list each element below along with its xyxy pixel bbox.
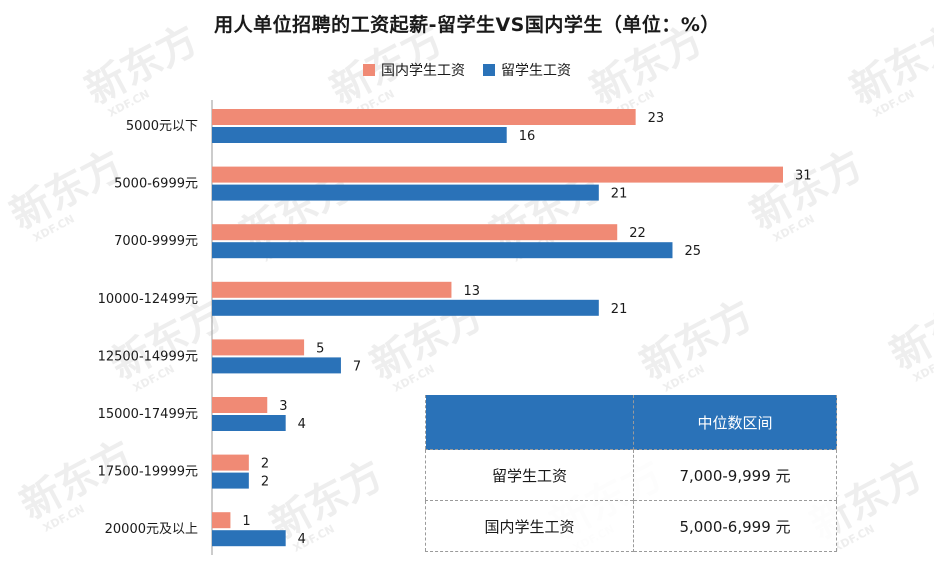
bars-group: 5000元以下23165000-6999元31217000-9999元22251… xyxy=(98,109,812,547)
legend-item-overseas: 留学生工资 xyxy=(483,60,571,80)
legend-item-domestic: 国内学生工资 xyxy=(363,60,465,80)
median-table: 中位数区间 留学生工资 7,000-9,999 元 国内学生工资 5,000-6… xyxy=(425,395,837,552)
data-label: 16 xyxy=(519,129,536,144)
table-header-median: 中位数区间 xyxy=(633,395,837,450)
y-tick-label: 5000元以下 xyxy=(126,119,198,134)
data-label: 31 xyxy=(795,169,812,184)
table-cell-value: 7,000-9,999 元 xyxy=(633,449,837,501)
table-header-row: 中位数区间 xyxy=(425,395,837,450)
y-tick-label: 10000-12499元 xyxy=(98,292,198,307)
bar-domestic xyxy=(212,109,636,125)
bar-overseas xyxy=(212,530,286,547)
data-label: 5 xyxy=(316,341,324,356)
y-tick-label: 15000-17499元 xyxy=(98,407,198,422)
y-tick-label: 17500-19999元 xyxy=(98,465,198,480)
bar-domestic xyxy=(212,166,783,183)
bar-overseas xyxy=(212,127,507,143)
y-tick-label: 7000-9999元 xyxy=(114,234,198,249)
bar-domestic xyxy=(212,454,249,471)
bar-overseas xyxy=(212,184,599,201)
data-label: 21 xyxy=(611,302,628,317)
table-cell-label: 留学生工资 xyxy=(425,449,634,501)
legend-label-domestic: 国内学生工资 xyxy=(381,63,465,79)
y-tick-label: 5000-6999元 xyxy=(114,177,198,192)
bar-domestic xyxy=(212,339,305,356)
data-label: 22 xyxy=(629,226,646,241)
data-label: 23 xyxy=(648,111,665,126)
bar-domestic xyxy=(212,281,452,298)
bar-overseas xyxy=(212,299,599,316)
table-cell-label: 国内学生工资 xyxy=(425,500,634,552)
data-label: 2 xyxy=(261,457,269,472)
y-tick-label: 12500-14999元 xyxy=(98,349,198,364)
table-row: 留学生工资 7,000-9,999 元 xyxy=(425,449,837,501)
data-label: 7 xyxy=(353,359,361,374)
data-label: 4 xyxy=(298,417,306,432)
y-tick-label: 20000元及以上 xyxy=(105,522,198,537)
bar-domestic xyxy=(212,397,268,413)
data-label: 3 xyxy=(279,399,287,414)
legend-swatch-domestic xyxy=(363,64,375,76)
legend-swatch-overseas xyxy=(483,64,495,76)
data-label: 1 xyxy=(242,514,250,529)
bar-domestic xyxy=(212,512,231,529)
bar-overseas xyxy=(212,472,249,489)
data-label: 2 xyxy=(261,475,269,490)
data-label: 21 xyxy=(611,187,628,202)
legend-label-overseas: 留学生工资 xyxy=(501,63,571,79)
table-cell-value: 5,000-6,999 元 xyxy=(633,500,837,552)
bar-overseas xyxy=(212,357,341,374)
data-label: 13 xyxy=(463,284,480,299)
legend: 国内学生工资 留学生工资 xyxy=(0,60,934,80)
bar-domestic xyxy=(212,224,618,241)
data-label: 4 xyxy=(298,532,306,547)
bar-overseas xyxy=(212,415,286,431)
table-row: 国内学生工资 5,000-6,999 元 xyxy=(425,500,837,552)
bar-overseas xyxy=(212,242,673,259)
table-header-blank xyxy=(425,395,634,450)
chart-title: 用人单位招聘的工资起薪-留学生VS国内学生（单位：%） xyxy=(214,14,720,36)
data-label: 25 xyxy=(684,244,701,259)
